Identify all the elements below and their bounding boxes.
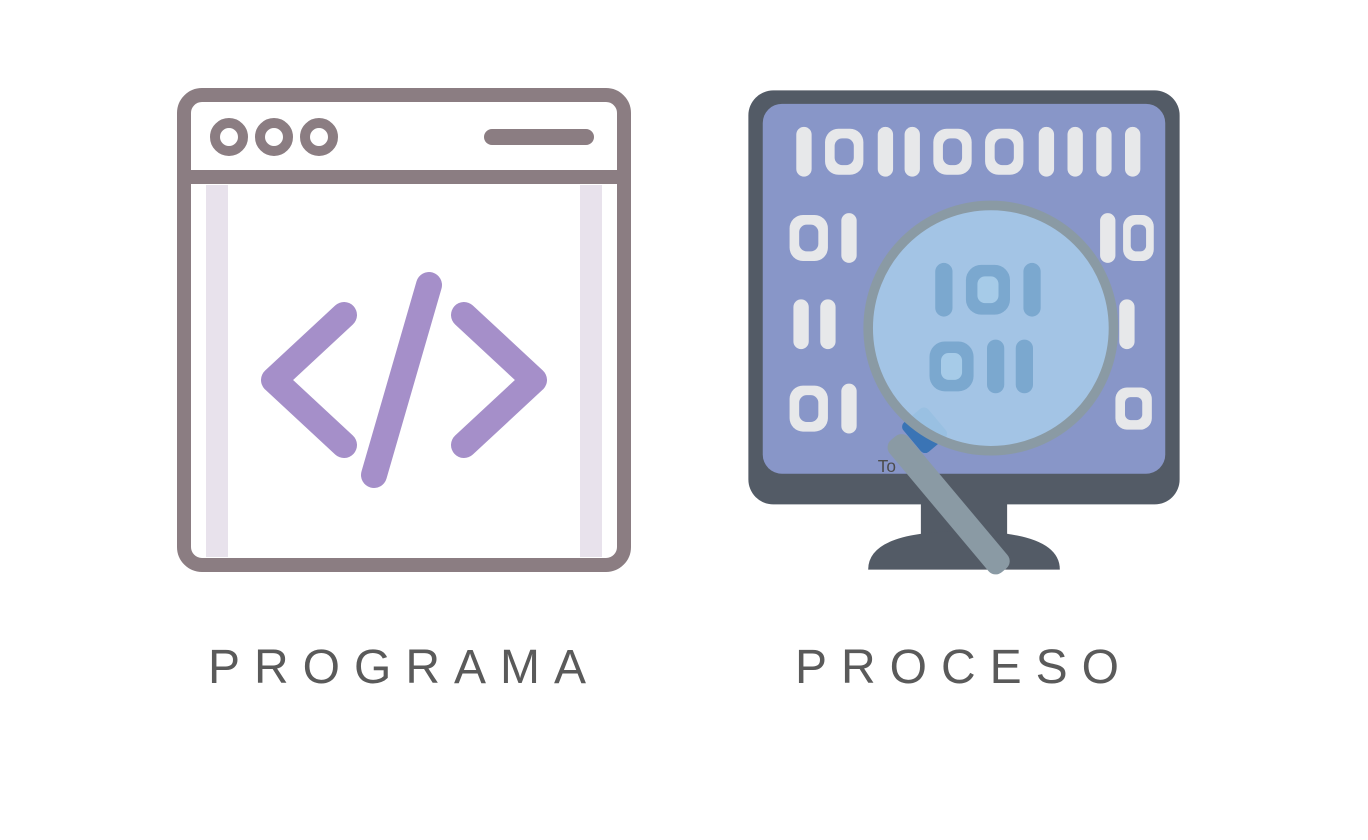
overlay-text: To xyxy=(878,456,896,476)
panel-proceso: To xyxy=(734,80,1194,695)
infographic-container: PROGRAMA xyxy=(174,80,1194,695)
panel-programa: PROGRAMA xyxy=(174,80,634,695)
label-proceso: PROCESO xyxy=(795,640,1133,695)
monitor-binary-icon: To xyxy=(734,80,1194,580)
label-programa: PROGRAMA xyxy=(208,640,600,695)
code-window-icon xyxy=(174,80,634,580)
